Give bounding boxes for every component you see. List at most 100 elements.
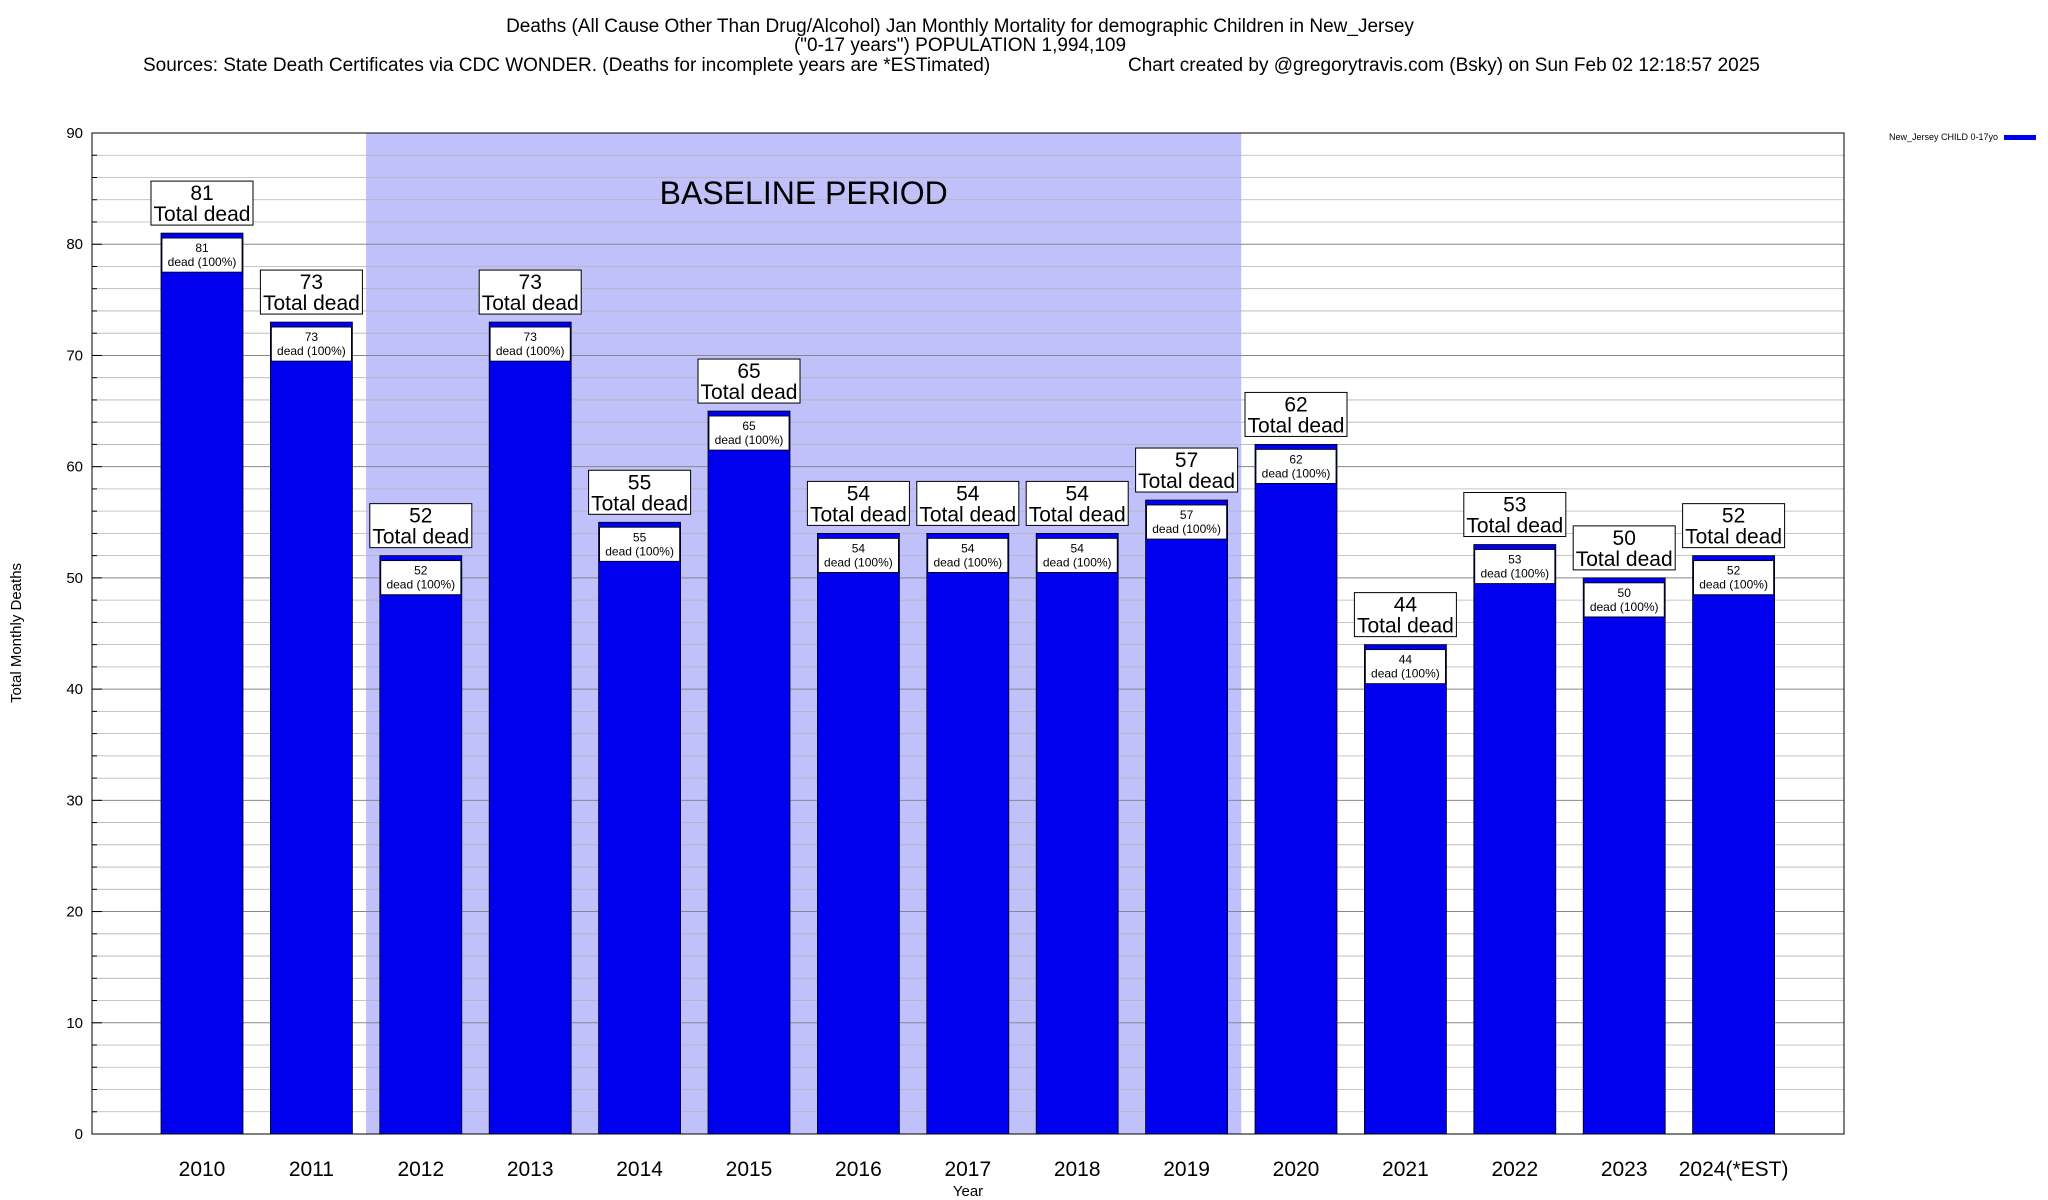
inner-label-box <box>1146 504 1227 540</box>
y-tick-label: 70 <box>66 347 83 364</box>
outer-value-label: 52 <box>1722 505 1745 528</box>
x-tick-label: 2018 <box>1054 1158 1101 1181</box>
outer-suffix-label: Total dead <box>1685 526 1782 549</box>
x-tick-label: 2012 <box>397 1158 444 1181</box>
inner-value-label: 44 <box>1399 653 1413 667</box>
outer-suffix-label: Total dead <box>701 381 798 404</box>
bar <box>598 521 681 1135</box>
y-tick-label: 0 <box>75 1126 83 1143</box>
inner-value-label: 54 <box>852 541 866 555</box>
outer-label-box <box>259 269 363 315</box>
outer-value-label: 65 <box>737 360 760 383</box>
outer-value-label: 73 <box>300 271 323 294</box>
inner-suffix-label: dead (100%) <box>277 344 346 358</box>
chart-sources: Sources: State Death Certificates via CD… <box>143 55 990 76</box>
inner-suffix-label: dead (100%) <box>1043 555 1112 569</box>
x-tick-label: 2011 <box>289 1158 334 1181</box>
outer-value-label: 54 <box>1066 482 1090 505</box>
outer-value-label: 55 <box>628 471 651 494</box>
x-tick-label: 2017 <box>944 1158 991 1181</box>
outer-value-label: 44 <box>1394 594 1418 617</box>
outer-suffix-label: Total dead <box>1576 548 1673 571</box>
inner-suffix-label: dead (100%) <box>1480 567 1549 581</box>
outer-label-box <box>369 503 473 549</box>
inner-value-label: 54 <box>961 541 975 555</box>
bar <box>379 555 463 1135</box>
outer-suffix-label: Total dead <box>154 203 251 226</box>
inner-label-box <box>927 538 1009 573</box>
inner-label-box <box>1036 538 1118 573</box>
x-tick-label: 2024(*EST) <box>1679 1158 1789 1181</box>
chart-credit: Chart created by @gregorytravis.com (Bsk… <box>1128 55 1760 76</box>
outer-value-label: 62 <box>1284 393 1307 416</box>
inner-label-box <box>380 560 462 596</box>
bar <box>1582 577 1666 1135</box>
inner-suffix-label: dead (100%) <box>1152 522 1221 536</box>
bar <box>1364 644 1447 1135</box>
outer-label-box <box>1572 525 1676 571</box>
inner-label-box <box>1693 560 1774 596</box>
bar <box>1035 533 1119 1135</box>
x-tick-label: 2014 <box>616 1158 663 1181</box>
inner-label-box <box>708 415 790 451</box>
outer-label-box <box>697 358 801 404</box>
y-tick-label: 80 <box>66 236 83 253</box>
outer-label-box <box>806 480 910 526</box>
outer-value-label: 54 <box>956 482 980 505</box>
outer-label-box <box>150 180 254 226</box>
outer-label-box <box>1244 391 1348 437</box>
outer-value-label: 52 <box>409 505 432 528</box>
y-tick-label: 60 <box>66 459 83 476</box>
outer-suffix-label: Total dead <box>1466 515 1563 538</box>
y-tick-label: 90 <box>66 125 83 142</box>
x-axis: 2010 2011 2012 2013 2014 2015 2016 2017 2018 2019… <box>179 1158 1789 1181</box>
inner-value-label: 62 <box>1289 452 1303 466</box>
outer-suffix-label: Total dead <box>482 292 579 315</box>
legend-swatch <box>2004 135 2036 140</box>
inner-suffix-label: dead (100%) <box>168 255 237 269</box>
outer-label-box <box>916 480 1020 526</box>
bar <box>488 321 572 1135</box>
bar <box>269 321 353 1135</box>
bar <box>1473 544 1557 1135</box>
x-tick-label: 2013 <box>507 1158 554 1181</box>
outer-suffix-label: Total dead <box>263 292 360 315</box>
outer-value-label: 73 <box>519 271 542 294</box>
inner-value-label: 81 <box>195 241 209 255</box>
x-tick-label: 2019 <box>1163 1158 1210 1181</box>
outer-label-box <box>1682 503 1786 549</box>
x-axis-title: Year <box>953 1183 983 1200</box>
baseline-label: BASELINE PERIOD <box>660 175 948 211</box>
y-tick-label: 50 <box>66 570 83 587</box>
bar <box>160 232 244 1135</box>
outer-label-box <box>478 269 582 315</box>
inner-value-label: 57 <box>1180 508 1194 522</box>
outer-suffix-label: Total dead <box>591 492 688 515</box>
inner-label-box <box>1255 449 1337 484</box>
outer-label-box <box>1463 492 1567 538</box>
y-axis-title: Total Monthly Deaths <box>8 563 25 703</box>
outer-label-box <box>1135 447 1239 493</box>
inner-value-label: 65 <box>742 419 756 433</box>
outer-value-label: 50 <box>1613 527 1636 550</box>
y-tick-label: 40 <box>66 681 83 698</box>
outer-suffix-label: Total dead <box>810 503 907 526</box>
inner-suffix-label: dead (100%) <box>1371 667 1440 681</box>
outer-label-box <box>1025 480 1129 526</box>
x-tick-label: 2015 <box>726 1158 773 1181</box>
outer-value-label: 57 <box>1175 449 1198 472</box>
inner-value-label: 50 <box>1618 586 1632 600</box>
x-tick-label: 2023 <box>1601 1158 1648 1181</box>
outer-value-label: 53 <box>1503 494 1526 517</box>
bar <box>926 533 1010 1135</box>
inner-suffix-label: dead (100%) <box>1699 578 1768 592</box>
bar <box>817 533 900 1135</box>
legend-label: New_Jersey CHILD 0-17yo <box>1889 132 1998 142</box>
outer-suffix-label: Total dead <box>372 526 469 549</box>
inner-label-box <box>818 538 899 573</box>
inner-value-label: 54 <box>1071 541 1085 555</box>
plot-frame <box>91 132 1845 1135</box>
bars <box>160 232 1775 1135</box>
bar <box>707 410 791 1135</box>
inner-label-box <box>599 526 680 562</box>
